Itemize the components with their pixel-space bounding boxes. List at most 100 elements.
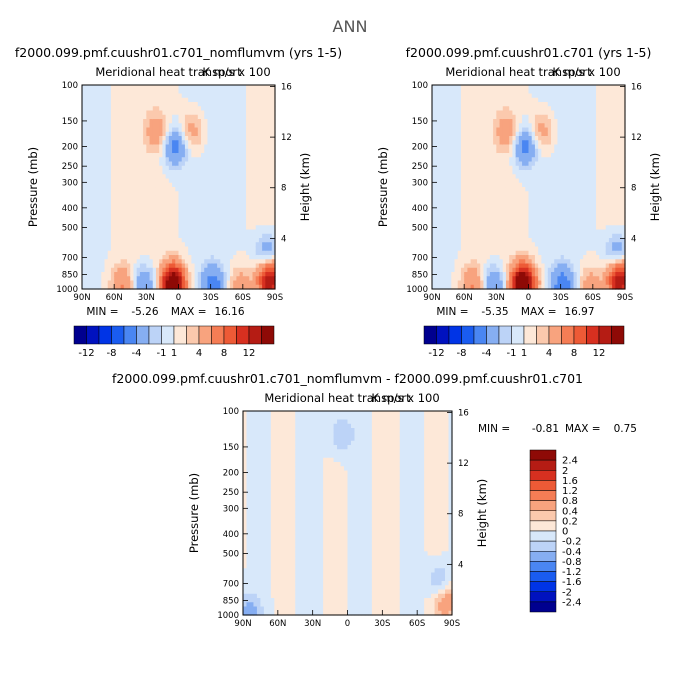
field-cell — [554, 276, 559, 282]
field-cell — [541, 144, 546, 150]
field-cell — [496, 246, 501, 252]
field-cell — [91, 250, 96, 256]
field-cell — [262, 191, 266, 197]
field-cell — [207, 187, 212, 192]
field-cell — [538, 204, 542, 209]
field-cell — [239, 157, 244, 163]
field-cell — [117, 161, 122, 167]
field-cell — [271, 284, 276, 290]
panel-1: f2000.099.pmf.cuushr01.c701_nomflumvm (y… — [15, 45, 342, 359]
field-cell — [505, 208, 510, 214]
field-cell — [101, 136, 106, 141]
field-cell — [483, 195, 488, 201]
field-cell — [512, 127, 517, 133]
field-cell — [91, 110, 96, 116]
field-cell — [441, 127, 446, 133]
field-cell — [207, 153, 212, 158]
field-cell — [239, 276, 244, 282]
field-cell — [181, 204, 186, 209]
field-cell — [544, 114, 549, 120]
field-cell — [139, 242, 144, 248]
field-cell — [101, 229, 106, 235]
field-cell — [152, 119, 157, 124]
field-cell — [181, 238, 186, 243]
field-cell — [451, 221, 456, 226]
field-cell — [265, 238, 270, 243]
field-cell — [551, 140, 555, 146]
field-cell — [184, 212, 189, 218]
field-cell — [489, 221, 494, 226]
field-cell — [127, 255, 131, 260]
field-cell — [451, 102, 456, 107]
field-cell — [91, 144, 96, 150]
field-cell — [262, 110, 266, 116]
field-cell — [444, 187, 449, 192]
field-cell — [110, 161, 115, 167]
field-cell — [201, 204, 205, 209]
field-cell — [505, 114, 510, 120]
field-cell — [136, 110, 141, 116]
field-cell — [82, 157, 86, 163]
field-cell — [522, 191, 526, 197]
field-cell — [534, 255, 539, 260]
field-cell — [82, 97, 86, 103]
field-cell — [165, 208, 170, 214]
field-cell — [454, 182, 459, 188]
field-cell — [480, 131, 485, 137]
field-cell — [207, 229, 212, 235]
field-cell — [512, 246, 517, 252]
field-cell — [489, 110, 494, 116]
field-cell — [123, 140, 128, 146]
field-cell — [265, 246, 270, 252]
field-cell — [480, 238, 485, 243]
field-cell — [123, 93, 128, 99]
field-cell — [88, 272, 93, 277]
field-cell — [181, 212, 186, 218]
field-cell — [265, 259, 270, 265]
colorbar-box — [261, 325, 275, 345]
field-cell — [473, 114, 478, 120]
field-cell — [444, 204, 449, 209]
field-cell — [505, 89, 510, 95]
field-cell — [130, 280, 135, 286]
field-cell — [94, 216, 99, 222]
field-cell — [104, 127, 109, 133]
field-cell — [451, 165, 456, 171]
field-cell — [226, 216, 231, 222]
field-cell — [441, 284, 446, 290]
field-cell — [233, 272, 237, 277]
field-cell — [159, 225, 164, 231]
field-cell — [117, 216, 122, 222]
field-cell — [249, 187, 254, 192]
field-cell — [162, 144, 167, 150]
field-cell — [464, 136, 468, 141]
field-cell — [220, 127, 225, 133]
field-cell — [226, 187, 231, 192]
field-cell — [233, 212, 237, 218]
field-cell — [94, 97, 99, 103]
field-cell — [146, 199, 151, 205]
field-cell — [146, 280, 151, 286]
field-cell — [477, 153, 481, 158]
field-cell — [242, 280, 247, 286]
field-cell — [255, 250, 260, 256]
field-cell — [223, 250, 228, 256]
field-cell — [454, 212, 459, 218]
field-cell — [194, 119, 199, 124]
field-cell — [139, 276, 144, 282]
field-cell — [252, 123, 257, 129]
field-cell — [88, 93, 93, 99]
field-cell — [184, 178, 189, 184]
field-cell — [502, 221, 507, 226]
field-cell — [165, 140, 170, 146]
field-cell — [509, 131, 514, 137]
field-cell — [127, 127, 131, 133]
field-cell — [133, 216, 138, 222]
field-cell — [467, 144, 472, 150]
field-cell — [127, 204, 131, 209]
field-cell — [146, 195, 151, 201]
field-cell — [233, 140, 237, 146]
field-cell — [146, 191, 151, 197]
field-cell — [139, 191, 144, 197]
field-cell — [493, 267, 497, 273]
